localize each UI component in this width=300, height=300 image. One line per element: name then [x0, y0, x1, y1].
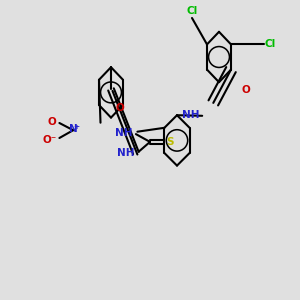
Text: O: O — [116, 103, 124, 113]
Text: Cl: Cl — [265, 39, 276, 50]
Text: O⁻: O⁻ — [42, 135, 56, 146]
Text: S: S — [166, 137, 173, 147]
Text: NH: NH — [182, 110, 200, 120]
Text: NH: NH — [117, 148, 135, 158]
Text: NH: NH — [116, 128, 133, 138]
Text: O: O — [242, 85, 250, 94]
Text: Cl: Cl — [186, 6, 198, 16]
Text: O: O — [48, 117, 56, 127]
Text: +: + — [73, 124, 79, 130]
Text: N: N — [69, 124, 78, 134]
